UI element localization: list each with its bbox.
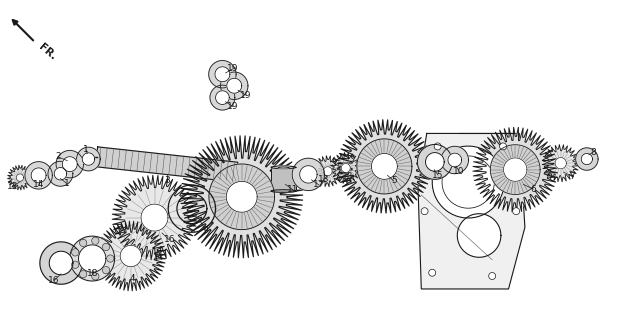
- Polygon shape: [357, 139, 412, 194]
- Text: 12: 12: [7, 182, 18, 191]
- Polygon shape: [7, 165, 32, 190]
- Text: 1: 1: [83, 145, 89, 154]
- Text: 14: 14: [33, 180, 44, 189]
- Polygon shape: [448, 153, 462, 167]
- Polygon shape: [417, 145, 452, 179]
- Polygon shape: [371, 154, 397, 179]
- Circle shape: [80, 239, 87, 247]
- Polygon shape: [426, 153, 444, 171]
- Polygon shape: [62, 157, 77, 172]
- Text: 15: 15: [432, 171, 444, 180]
- Text: 9: 9: [202, 226, 209, 235]
- Text: 18: 18: [87, 269, 98, 278]
- Polygon shape: [271, 166, 296, 169]
- Polygon shape: [216, 91, 229, 104]
- Circle shape: [513, 208, 520, 215]
- Text: 6: 6: [530, 185, 536, 194]
- Polygon shape: [271, 190, 296, 192]
- Circle shape: [72, 261, 79, 268]
- Polygon shape: [120, 245, 141, 267]
- Text: 19: 19: [227, 64, 239, 73]
- Polygon shape: [77, 147, 100, 171]
- Polygon shape: [555, 157, 566, 169]
- Text: 5: 5: [391, 176, 397, 185]
- Text: 19: 19: [240, 91, 252, 100]
- Polygon shape: [210, 85, 235, 110]
- Polygon shape: [227, 78, 242, 93]
- Text: 7: 7: [569, 172, 575, 181]
- Polygon shape: [16, 174, 24, 181]
- Polygon shape: [82, 153, 95, 165]
- Polygon shape: [473, 127, 558, 212]
- Polygon shape: [341, 164, 350, 172]
- Polygon shape: [70, 236, 115, 281]
- Circle shape: [488, 273, 496, 279]
- Text: 16: 16: [164, 236, 175, 244]
- Polygon shape: [25, 162, 52, 189]
- Polygon shape: [542, 145, 579, 182]
- Polygon shape: [31, 168, 46, 183]
- Text: 2: 2: [55, 152, 61, 161]
- Polygon shape: [490, 145, 540, 195]
- Polygon shape: [503, 158, 527, 181]
- Bar: [271, 167, 296, 191]
- Circle shape: [429, 269, 435, 276]
- Text: 3: 3: [164, 176, 170, 185]
- Circle shape: [92, 237, 99, 244]
- Text: 13: 13: [342, 172, 353, 181]
- Polygon shape: [338, 120, 431, 213]
- Polygon shape: [56, 150, 83, 178]
- Polygon shape: [54, 168, 67, 180]
- Circle shape: [434, 143, 441, 150]
- Polygon shape: [96, 221, 166, 291]
- Text: 16: 16: [49, 276, 60, 285]
- Circle shape: [102, 243, 110, 251]
- Polygon shape: [226, 181, 257, 212]
- Polygon shape: [48, 161, 73, 186]
- Polygon shape: [215, 67, 230, 82]
- Circle shape: [80, 270, 87, 278]
- Text: 10: 10: [454, 167, 465, 176]
- Polygon shape: [221, 72, 248, 100]
- Polygon shape: [418, 133, 525, 289]
- Circle shape: [107, 255, 114, 262]
- Polygon shape: [95, 147, 238, 182]
- Polygon shape: [112, 175, 197, 260]
- Polygon shape: [40, 242, 82, 284]
- Circle shape: [421, 208, 428, 215]
- Text: 1: 1: [64, 179, 70, 188]
- Polygon shape: [292, 158, 325, 191]
- Circle shape: [92, 273, 99, 280]
- Polygon shape: [441, 146, 468, 174]
- Polygon shape: [209, 164, 275, 230]
- Polygon shape: [312, 156, 343, 187]
- Polygon shape: [576, 148, 598, 170]
- Text: 19: 19: [227, 102, 239, 111]
- Polygon shape: [141, 204, 168, 231]
- Polygon shape: [278, 167, 289, 168]
- Polygon shape: [457, 214, 501, 257]
- Polygon shape: [581, 153, 592, 165]
- Polygon shape: [323, 167, 332, 176]
- Polygon shape: [49, 251, 73, 275]
- Text: 13: 13: [318, 175, 330, 184]
- Polygon shape: [330, 153, 361, 183]
- Polygon shape: [432, 146, 504, 218]
- Text: 11: 11: [287, 185, 298, 194]
- Text: 8: 8: [590, 148, 596, 157]
- Text: 17: 17: [313, 180, 325, 189]
- Circle shape: [72, 249, 79, 256]
- Circle shape: [500, 143, 506, 150]
- Text: FR.: FR.: [37, 42, 58, 62]
- Polygon shape: [300, 166, 317, 183]
- Circle shape: [102, 267, 110, 274]
- Polygon shape: [209, 60, 236, 88]
- Polygon shape: [78, 245, 106, 272]
- Text: 4: 4: [130, 274, 136, 283]
- Polygon shape: [181, 136, 303, 258]
